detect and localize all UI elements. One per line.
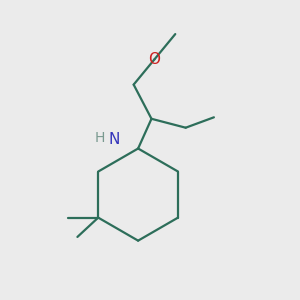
Text: O: O <box>148 52 160 67</box>
Text: N: N <box>109 132 120 147</box>
Text: H: H <box>95 131 105 146</box>
